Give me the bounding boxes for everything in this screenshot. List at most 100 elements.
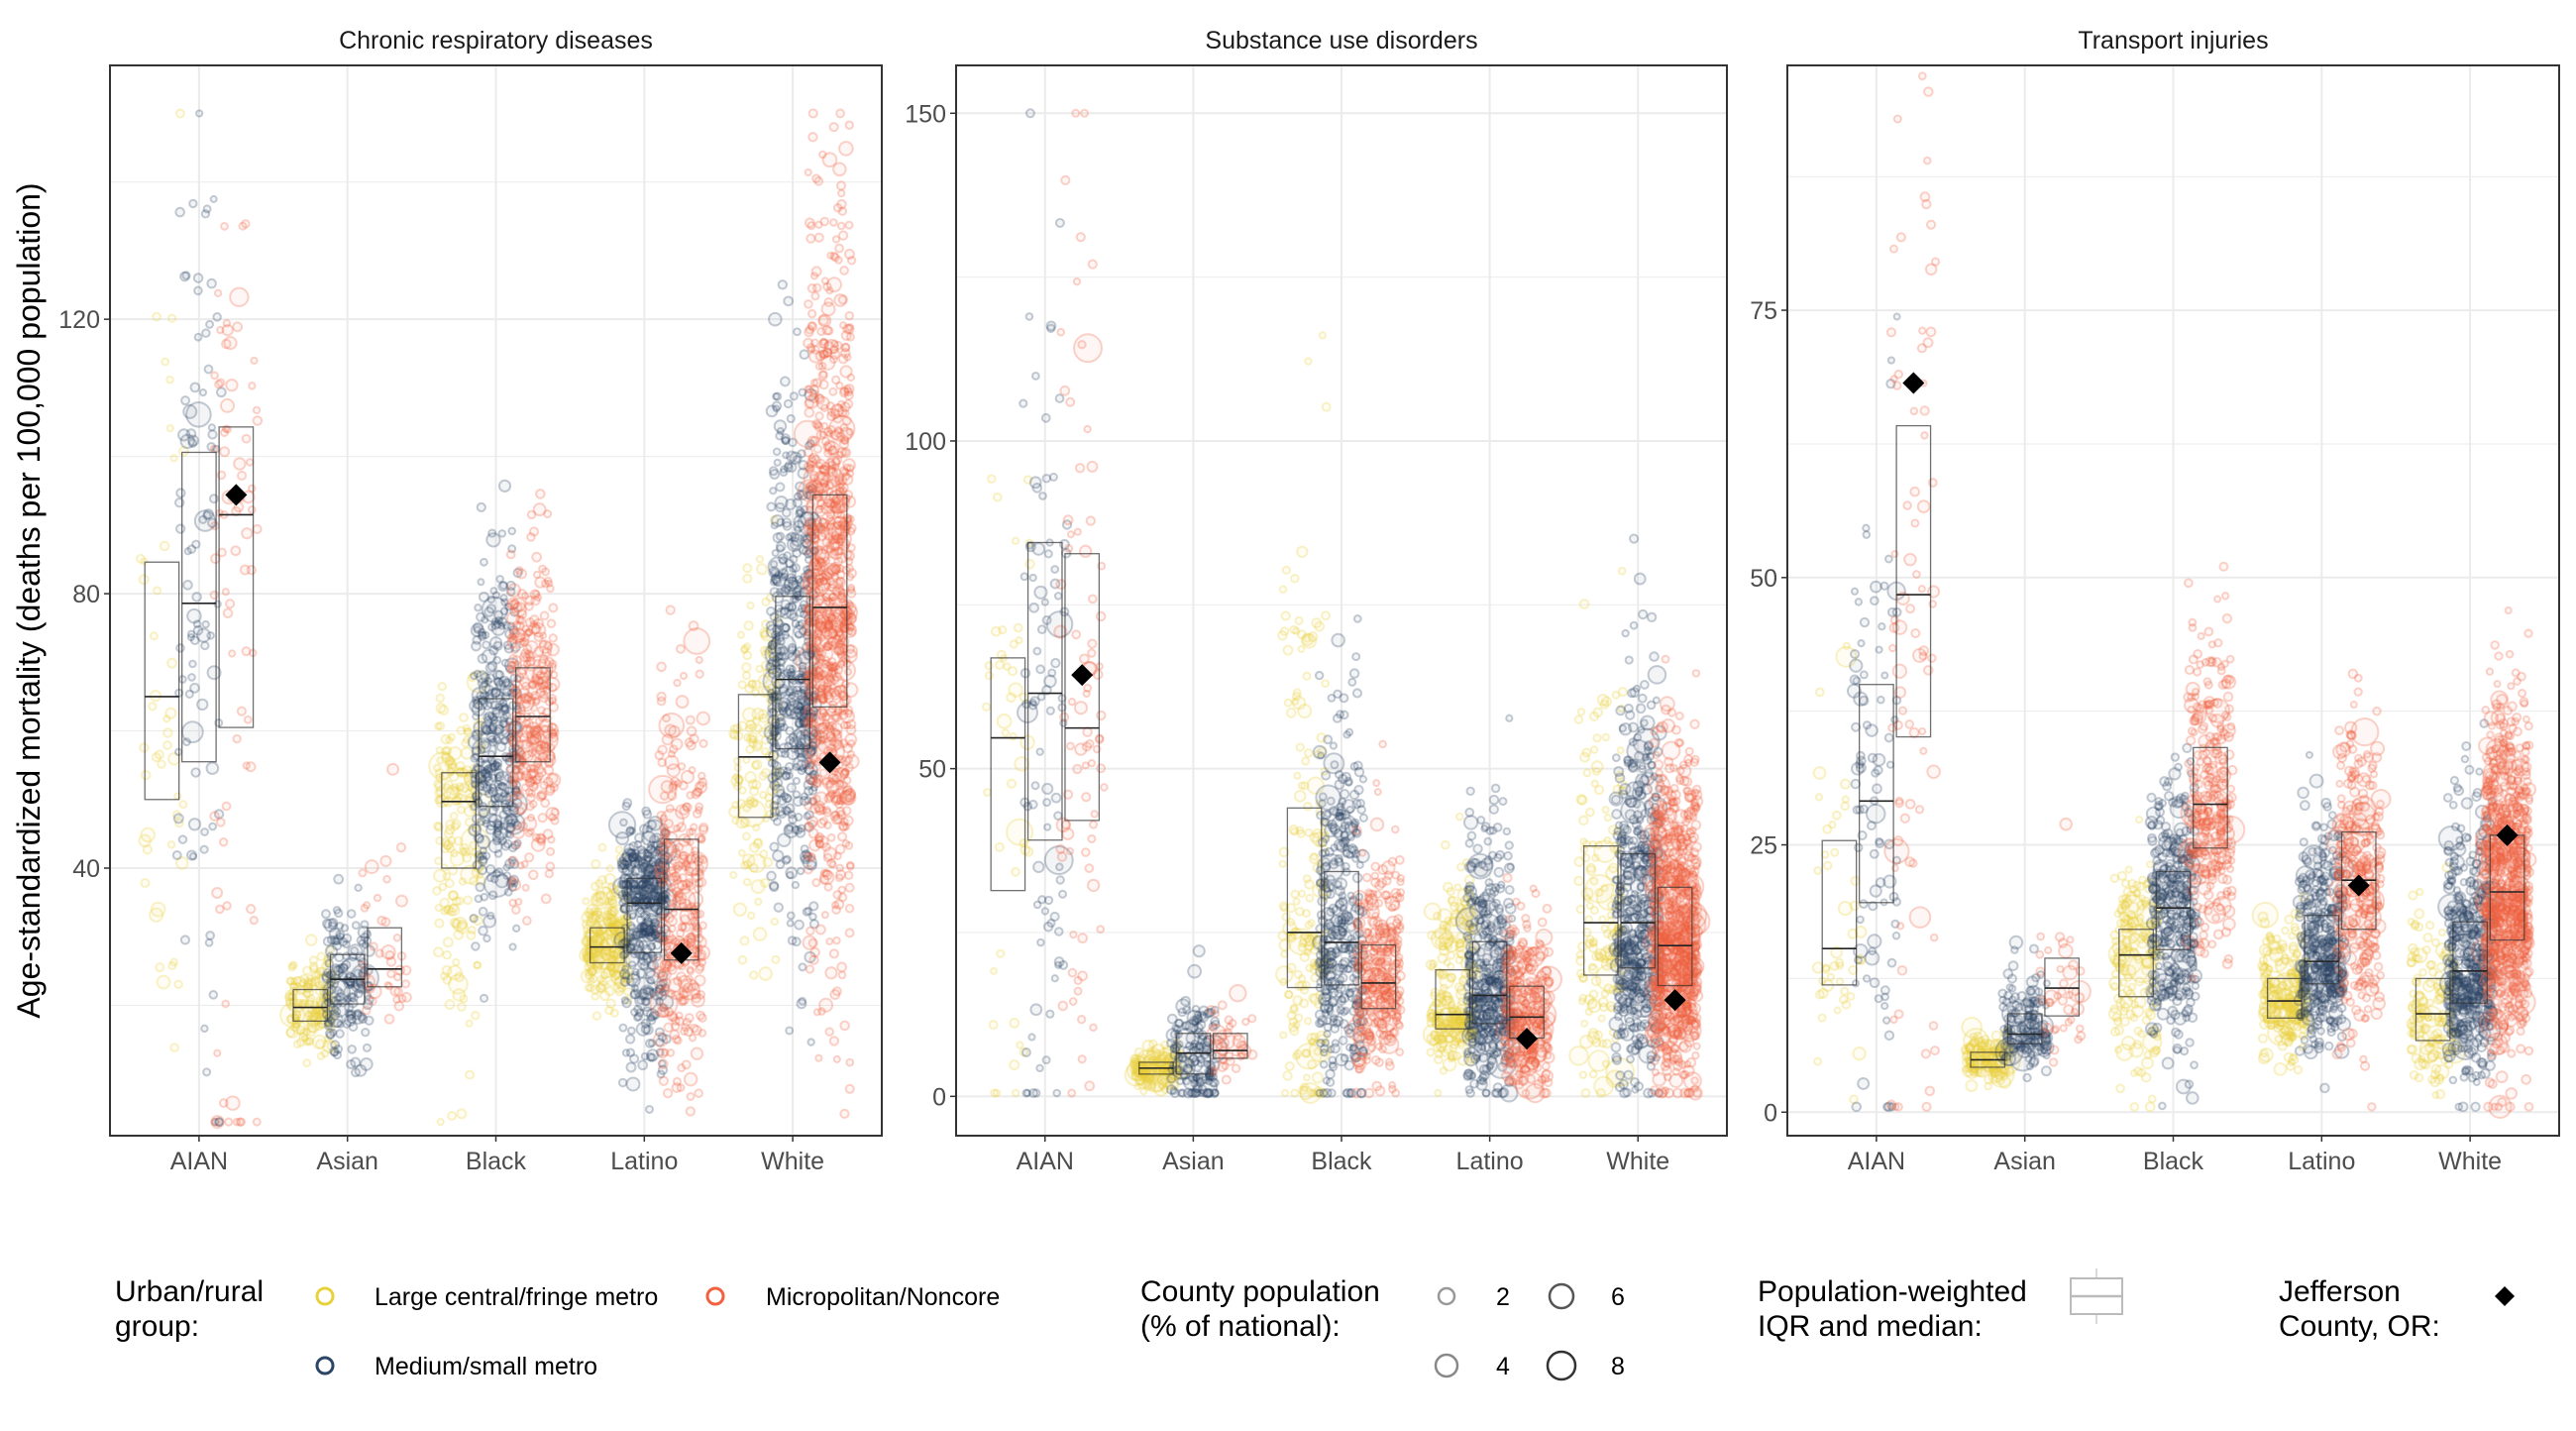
county-point — [681, 1022, 691, 1033]
county-point — [846, 469, 855, 478]
county-point — [198, 514, 208, 524]
county-point — [664, 1007, 675, 1018]
county-point — [172, 813, 184, 825]
county-point — [996, 948, 1006, 958]
county-point — [311, 1034, 327, 1049]
county-point — [467, 926, 477, 936]
county-point — [306, 997, 315, 1006]
county-point — [590, 948, 600, 959]
county-point — [818, 464, 830, 476]
county-point — [214, 380, 224, 389]
county-point — [484, 662, 496, 674]
county-point — [825, 661, 835, 671]
county-point — [590, 881, 600, 892]
county-point — [647, 859, 657, 868]
county-point — [584, 983, 592, 992]
county-point — [361, 1027, 371, 1038]
county-point — [316, 1008, 328, 1019]
county-point — [1438, 968, 1449, 979]
county-point — [1033, 585, 1048, 600]
county-point — [1598, 1002, 1609, 1013]
county-point — [818, 370, 828, 380]
county-point — [775, 540, 787, 552]
county-point — [284, 989, 296, 1001]
county-point — [796, 507, 806, 518]
county-point — [984, 660, 994, 671]
county-point — [1024, 108, 1035, 119]
county-point — [755, 555, 765, 564]
county-point — [1589, 938, 1598, 947]
county-point — [1592, 733, 1602, 743]
county-point — [1305, 963, 1314, 973]
county-point — [308, 961, 319, 972]
county-point — [453, 835, 464, 846]
county-point — [456, 805, 466, 815]
county-point — [842, 788, 857, 803]
county-point — [245, 458, 255, 467]
county-point — [306, 993, 316, 1003]
county-point — [318, 994, 328, 1003]
county-point — [478, 906, 488, 917]
county-point — [1423, 902, 1442, 921]
county-point — [835, 576, 845, 586]
county-point — [469, 914, 479, 924]
county-point — [825, 937, 834, 946]
county-point — [243, 715, 253, 724]
county-point — [351, 921, 361, 931]
county-point — [512, 602, 523, 613]
county-point — [547, 773, 559, 784]
county-point — [161, 357, 170, 367]
county-point — [521, 883, 530, 892]
county-point — [548, 603, 559, 613]
county-point — [786, 462, 798, 473]
county-point — [161, 740, 172, 751]
county-point — [1285, 707, 1297, 718]
county-point — [827, 769, 842, 785]
county-point — [824, 497, 835, 508]
county-point — [671, 1034, 682, 1045]
county-point — [174, 523, 186, 534]
county-point — [741, 831, 751, 841]
county-point — [346, 992, 357, 1003]
county-point — [838, 523, 847, 532]
county-point — [1422, 1023, 1446, 1046]
county-point — [679, 671, 689, 681]
county-point — [299, 999, 310, 1010]
county-point — [1578, 1035, 1594, 1049]
county-point — [839, 266, 850, 275]
county-point — [814, 805, 826, 817]
county-point — [990, 1088, 1000, 1098]
county-point — [829, 989, 841, 1001]
county-point — [1024, 312, 1034, 321]
county-point — [1133, 1046, 1145, 1058]
county-point — [1050, 792, 1062, 804]
county-point — [530, 836, 546, 852]
county-point — [694, 933, 704, 943]
county-point — [1588, 1069, 1598, 1079]
county-point — [745, 718, 756, 730]
county-point — [148, 702, 158, 712]
county-point — [846, 739, 856, 748]
county-point — [804, 385, 812, 393]
county-point — [434, 904, 443, 913]
county-point — [831, 375, 841, 385]
county-point — [533, 631, 544, 642]
county-point — [826, 251, 835, 260]
county-point — [812, 1008, 821, 1017]
county-point — [315, 966, 325, 976]
county-point — [340, 924, 350, 933]
county-point — [215, 386, 227, 398]
county-point — [459, 713, 470, 723]
county-point — [695, 944, 711, 961]
county-point — [178, 800, 188, 810]
county-point — [389, 985, 401, 997]
county-point — [331, 939, 343, 951]
county-point — [1149, 1049, 1159, 1060]
county-point — [544, 868, 554, 879]
county-point — [662, 714, 671, 723]
county-point — [1045, 706, 1055, 716]
county-point — [189, 382, 201, 393]
county-point — [806, 308, 817, 319]
county-point — [1279, 626, 1290, 636]
county-point — [174, 818, 184, 828]
